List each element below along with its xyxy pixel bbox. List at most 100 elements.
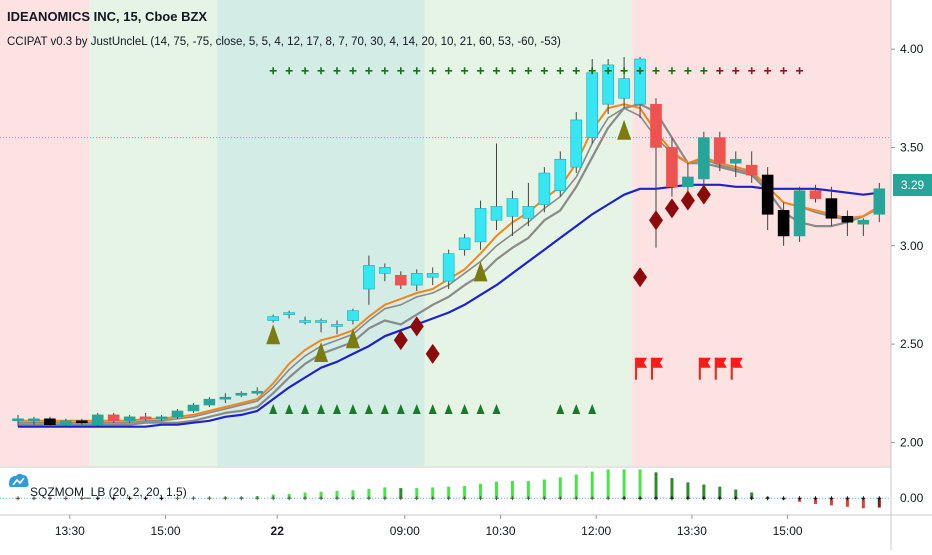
plus-marker (604, 67, 612, 75)
pattern-triangle-marker (266, 324, 281, 345)
pattern-diamond-marker (664, 198, 679, 219)
candle-body (522, 206, 535, 219)
squeeze-dot (175, 496, 180, 501)
squeeze-dot (95, 496, 100, 501)
candle (777, 202, 790, 246)
squeeze-dot (414, 496, 419, 501)
tradingview-logo (9, 473, 29, 487)
squeeze-dot (558, 496, 563, 501)
plus-marker (285, 67, 293, 75)
candle (841, 210, 854, 236)
momentum-bar (303, 492, 307, 499)
pattern-diamond-marker (680, 190, 695, 211)
candle-body (219, 396, 232, 400)
trend-triangle-marker (317, 403, 326, 414)
candle-body (12, 418, 24, 422)
candle (410, 269, 423, 292)
plus-marker (636, 67, 644, 75)
candle (203, 397, 216, 408)
plus-marker (461, 67, 469, 75)
squeeze-dot (749, 496, 754, 501)
candle-body (666, 147, 678, 188)
candle-body (315, 320, 327, 323)
squeeze-dot (239, 496, 244, 501)
squeeze-dot (781, 496, 786, 501)
price-tick-label: 3.00 (900, 239, 924, 253)
momentum-bar (351, 490, 355, 499)
squeeze-dot (622, 496, 627, 501)
ema-trend-line (18, 183, 880, 428)
candle-body (777, 210, 790, 237)
candle-body (171, 410, 184, 418)
candle (634, 57, 646, 118)
plus-marker (684, 67, 692, 75)
candle-body (139, 416, 152, 420)
squeeze-dot (462, 496, 467, 501)
trend-triangle-marker (412, 403, 421, 414)
candle (809, 184, 822, 203)
squeeze-dot (79, 496, 84, 501)
candle-body (251, 390, 264, 394)
candle (315, 318, 327, 333)
trend-triangle-marker (396, 403, 405, 414)
pattern-triangle-marker (314, 341, 329, 362)
candle-body (793, 190, 806, 237)
plus-marker (556, 67, 564, 75)
candle-body (60, 420, 72, 426)
trend-triangle-marker (460, 403, 469, 414)
plus-marker (716, 67, 724, 75)
momentum-bar (287, 493, 291, 499)
squeeze-dot (733, 496, 738, 501)
candle-body (713, 137, 726, 164)
candle (506, 190, 519, 236)
time-tick-label: 22 (271, 524, 285, 538)
candle-body (698, 137, 710, 180)
squeeze-dot (31, 496, 36, 501)
candle (394, 271, 407, 290)
momentum-bar (606, 469, 610, 499)
trend-triangle-marker (333, 403, 341, 414)
squeeze-dot (606, 496, 611, 501)
candle-body (187, 404, 200, 412)
pattern-diamond-marker (393, 330, 408, 351)
momentum-bar (495, 481, 498, 499)
candle-body (123, 416, 136, 422)
flag-cloth (731, 357, 743, 368)
momentum-zero-label: 0.00 (900, 491, 924, 505)
background-zones (0, 0, 891, 466)
squeeze-dot (494, 496, 499, 501)
candle (713, 131, 726, 172)
candle (745, 151, 758, 183)
squeeze-dot (542, 496, 547, 501)
trend-triangle-marker (301, 403, 310, 414)
squeeze-dot (478, 496, 483, 501)
pattern-triangle-marker (473, 261, 488, 282)
candle-body (618, 78, 630, 99)
plus-marker (477, 67, 485, 75)
candle-body (394, 274, 407, 286)
trend-triangle-marker (492, 403, 501, 414)
squeeze-dot (430, 496, 435, 501)
flag-marker (651, 357, 663, 380)
plus-marker (540, 67, 548, 75)
momentum-bar (558, 477, 562, 499)
momentum-bar (638, 469, 642, 499)
candle (442, 249, 455, 290)
plus-marker (301, 67, 309, 75)
sub-pane-legend: SQZMOM_LB (20, 2, 20, 1.5) (30, 485, 187, 499)
candle (155, 414, 168, 421)
candle-body (682, 176, 694, 188)
momentum-bar (670, 478, 674, 499)
time-tick-label: 15:00 (151, 524, 181, 538)
momentum-bar (415, 488, 419, 499)
plus-marker (620, 67, 628, 75)
candle-body (379, 267, 391, 274)
candle (761, 167, 774, 231)
trend-triangle-marker (556, 403, 565, 414)
squeeze-dot (398, 496, 403, 501)
candle (729, 151, 742, 177)
plus-marker (524, 67, 532, 75)
candle-body (458, 237, 471, 251)
background-zone-red (0, 0, 90, 466)
candle (666, 137, 678, 197)
